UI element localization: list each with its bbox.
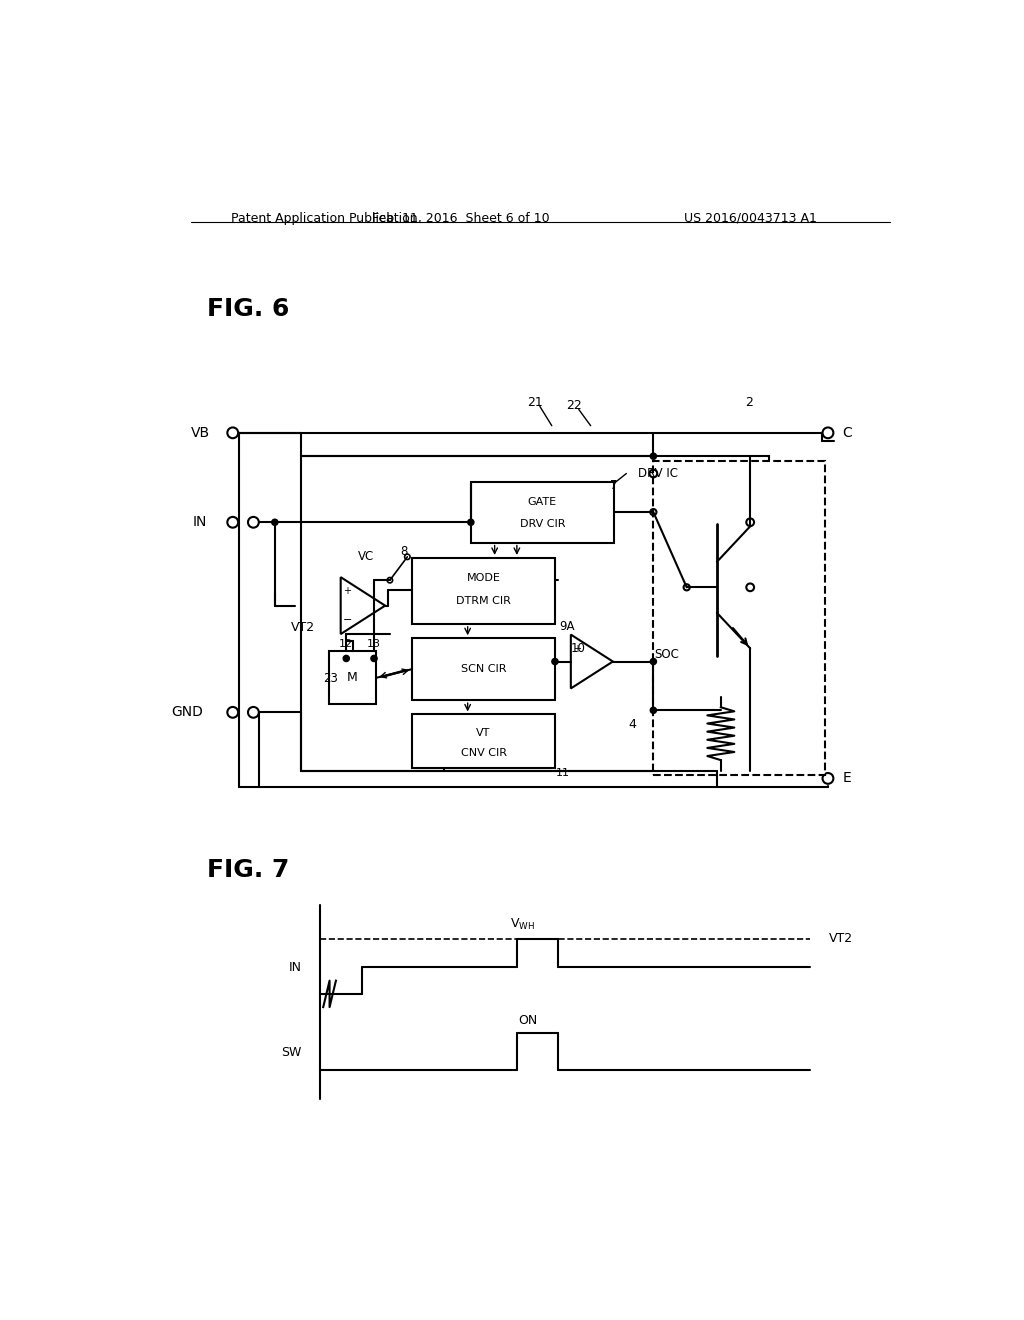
Text: VT2: VT2	[828, 932, 853, 945]
Circle shape	[650, 659, 656, 664]
Text: SW: SW	[282, 1047, 302, 1060]
Text: IN: IN	[289, 961, 302, 974]
Circle shape	[650, 453, 656, 459]
Text: 4: 4	[628, 718, 636, 731]
Text: 11: 11	[556, 768, 570, 779]
Text: 13: 13	[367, 639, 381, 649]
Text: DTRM CIR: DTRM CIR	[456, 595, 511, 606]
Text: DRV CIR: DRV CIR	[519, 519, 565, 529]
Text: IN: IN	[193, 515, 207, 529]
Text: 9A: 9A	[559, 620, 574, 634]
Text: +: +	[343, 586, 351, 597]
Text: CNV CIR: CNV CIR	[461, 748, 507, 758]
Text: 23: 23	[323, 672, 338, 685]
Text: −: −	[342, 615, 351, 624]
Text: 7: 7	[609, 479, 617, 492]
Text: DRV IC: DRV IC	[638, 467, 678, 480]
Text: C: C	[842, 426, 852, 440]
Text: VB: VB	[190, 426, 210, 440]
Text: 10: 10	[570, 642, 586, 655]
Bar	[412, 558, 555, 624]
Text: M: M	[347, 672, 358, 684]
Text: 21: 21	[527, 396, 543, 409]
Text: US 2016/0043713 A1: US 2016/0043713 A1	[684, 213, 816, 224]
Text: GND: GND	[171, 705, 204, 719]
Circle shape	[371, 656, 377, 661]
Text: SCN CIR: SCN CIR	[461, 664, 506, 675]
Text: VT: VT	[476, 727, 490, 738]
Text: SOC: SOC	[654, 648, 679, 661]
Bar	[653, 461, 824, 775]
Text: 8: 8	[400, 545, 408, 558]
Text: Feb. 11, 2016  Sheet 6 of 10: Feb. 11, 2016 Sheet 6 of 10	[373, 213, 550, 224]
Text: FIG. 7: FIG. 7	[207, 858, 290, 882]
Circle shape	[552, 659, 558, 664]
Text: Patent Application Publication: Patent Application Publication	[231, 213, 418, 224]
Bar	[301, 457, 769, 771]
Text: V$_{\mathregular{WH}}$: V$_{\mathregular{WH}}$	[510, 917, 535, 932]
Text: VT2: VT2	[291, 622, 314, 635]
Circle shape	[343, 656, 349, 661]
Circle shape	[650, 708, 656, 713]
Text: VC: VC	[358, 550, 374, 564]
Text: E: E	[842, 771, 851, 785]
Text: ON: ON	[518, 1014, 538, 1027]
Text: FIG. 6: FIG. 6	[207, 297, 290, 321]
Text: +: +	[573, 644, 582, 655]
Text: 2: 2	[744, 396, 753, 409]
Bar	[412, 714, 555, 768]
Bar	[471, 482, 613, 543]
Text: MODE: MODE	[467, 573, 501, 583]
Circle shape	[468, 519, 474, 525]
Text: 22: 22	[566, 399, 582, 412]
Circle shape	[271, 519, 278, 525]
Bar	[412, 638, 555, 700]
Bar	[329, 651, 377, 704]
Text: 12: 12	[339, 639, 353, 649]
Text: GATE: GATE	[527, 496, 557, 507]
